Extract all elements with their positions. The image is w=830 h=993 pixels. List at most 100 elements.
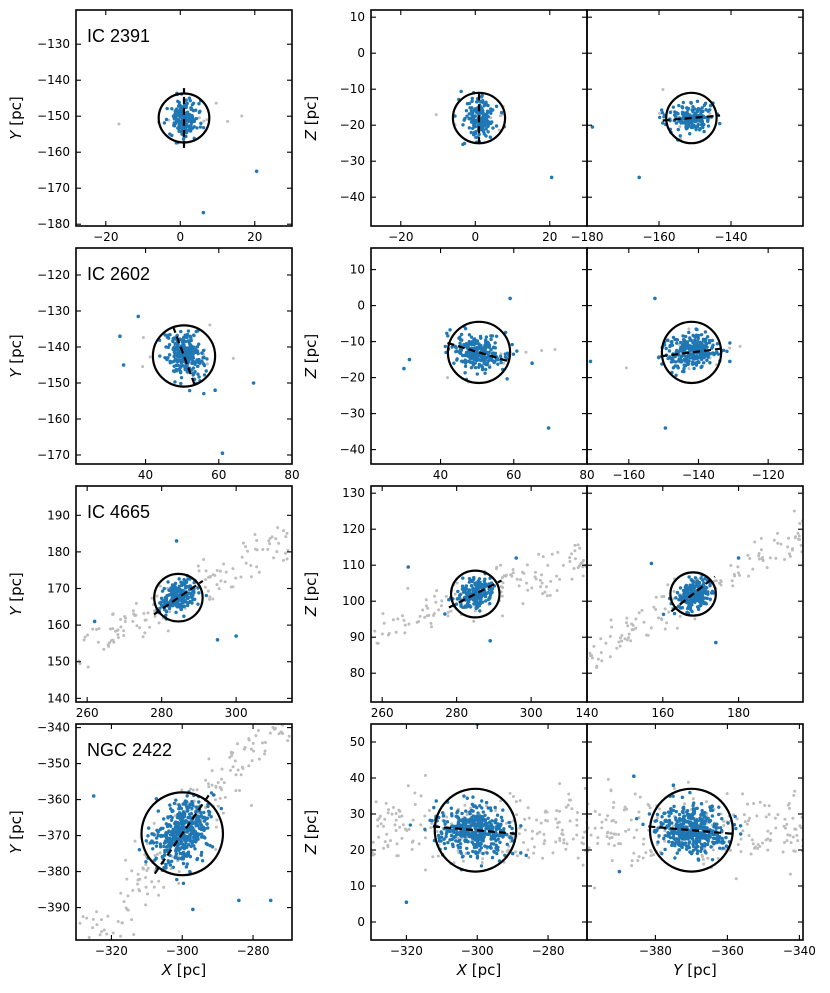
member-star-point	[696, 844, 700, 849]
member-star-point	[481, 810, 486, 814]
member-star-point	[696, 347, 701, 351]
field-star-point	[86, 633, 90, 637]
field-star-point	[411, 818, 415, 822]
member-star-point	[172, 121, 176, 125]
field-star-point	[472, 619, 476, 623]
field-star-point	[625, 638, 629, 642]
field-star-point	[568, 559, 572, 563]
field-star-point	[504, 574, 508, 578]
member-star-point	[170, 592, 175, 596]
member-star-point	[173, 342, 177, 346]
member-star-point	[471, 819, 475, 823]
member-star-point	[670, 840, 674, 845]
panel-yz-2: 140 160 180	[576, 485, 804, 720]
member-star-point	[671, 105, 676, 109]
y-tick-label: −140	[37, 73, 70, 87]
member-star-point	[694, 355, 698, 360]
member-star-point	[192, 591, 196, 595]
field-star-point	[521, 602, 525, 606]
member-star-point	[463, 595, 468, 599]
y-tick-label: −150	[37, 376, 70, 390]
member-star-point	[159, 596, 164, 600]
member-star-point	[701, 109, 705, 114]
field-star-point	[136, 882, 140, 886]
field-star-point	[525, 581, 529, 585]
member-star-point	[493, 346, 497, 350]
member-star-point	[685, 112, 690, 117]
member-star-point	[668, 810, 673, 814]
field-star-point	[562, 838, 566, 842]
y-tick-label: −10	[340, 335, 365, 349]
field-star-point	[518, 799, 522, 803]
x-tick-label: 0	[471, 230, 479, 244]
field-star-point	[173, 814, 177, 818]
field-star-point	[739, 850, 743, 854]
field-star-point	[204, 578, 208, 582]
member-star-point	[159, 826, 163, 831]
field-star-point	[588, 654, 592, 658]
member-star-point	[150, 832, 154, 836]
field-star-point	[741, 792, 745, 796]
member-star-point	[445, 331, 449, 335]
member-star-point	[195, 819, 199, 823]
y-tick-label: −350	[37, 757, 70, 771]
x-tick-label: 300	[520, 706, 543, 720]
member-star-point	[188, 828, 193, 832]
member-star-point	[703, 351, 708, 355]
field-star-point	[130, 869, 134, 873]
field-star-point	[263, 718, 266, 721]
member-star-point	[490, 819, 494, 823]
outlier-point	[404, 900, 409, 904]
member-star-point	[201, 355, 206, 360]
member-star-point	[496, 848, 500, 852]
field-star-point	[260, 741, 264, 745]
outlier-point	[201, 210, 206, 215]
member-star-point	[166, 859, 170, 863]
x-tick-label: 20	[247, 230, 262, 244]
x-tick-label: 40	[433, 468, 448, 482]
member-star-point	[706, 816, 710, 821]
outlier-point	[617, 869, 622, 874]
member-star-point	[164, 595, 168, 599]
member-star-point	[188, 839, 192, 843]
field-star-point	[387, 632, 391, 636]
field-star-point	[271, 725, 275, 729]
member-star-point	[468, 356, 472, 360]
member-star-point	[679, 834, 683, 839]
member-star-point	[178, 349, 182, 353]
field-star-point	[280, 730, 284, 734]
field-star-point	[554, 840, 558, 844]
member-star-point	[673, 843, 677, 848]
member-star-point	[473, 815, 478, 819]
member-star-point	[456, 839, 460, 844]
field-star-point	[191, 788, 195, 792]
member-star-point	[691, 821, 696, 826]
cluster-radius-circle	[153, 572, 204, 623]
field-star-point	[97, 627, 101, 631]
field-star-point	[444, 594, 448, 598]
member-star-point	[467, 604, 472, 609]
field-star-point	[499, 799, 503, 803]
member-star-point	[480, 806, 484, 810]
field-star-point	[449, 609, 453, 613]
field-star-point	[515, 813, 519, 817]
member-star-point	[476, 811, 480, 815]
field-star-point	[376, 818, 380, 822]
field-star-point	[580, 839, 583, 842]
member-star-point	[486, 816, 490, 820]
field-star-point	[423, 615, 427, 619]
member-star-point	[711, 841, 716, 846]
member-star-point	[692, 801, 696, 805]
field-star-point	[729, 563, 733, 567]
field-star-point	[725, 792, 729, 796]
member-star-point	[165, 357, 169, 362]
field-star-point	[239, 773, 243, 777]
field-star-point	[133, 613, 137, 617]
member-star-point	[708, 103, 713, 108]
field-star-point	[73, 979, 76, 982]
member-star-point	[486, 122, 491, 127]
member-star-point	[655, 812, 660, 817]
y-tick-label: 150	[47, 655, 70, 669]
member-star-point	[510, 342, 514, 347]
member-star-point	[169, 814, 173, 819]
